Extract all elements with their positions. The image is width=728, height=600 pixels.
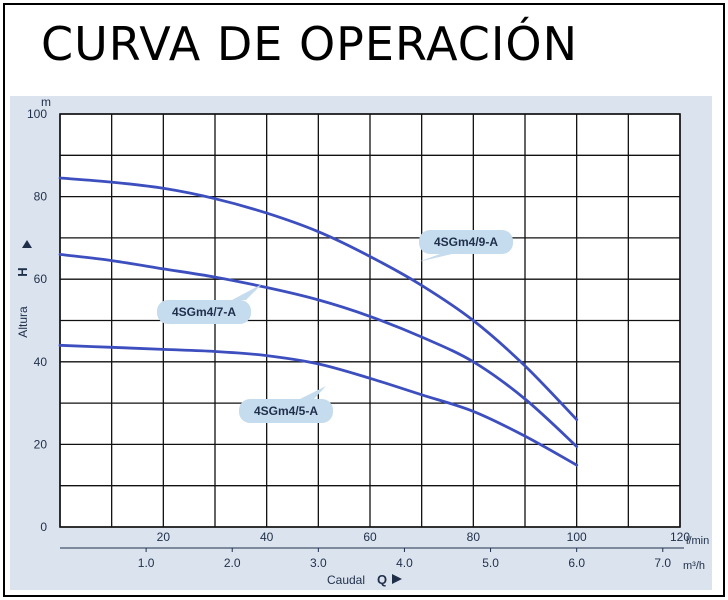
series-line bbox=[58, 253, 579, 448]
series-callout-pointer bbox=[300, 386, 326, 399]
series-label: 4SGm4/7-A bbox=[172, 305, 236, 319]
x-tick-label: 20 bbox=[157, 530, 171, 544]
x-axis-symbol: Q bbox=[377, 572, 387, 587]
series-callout-pointer bbox=[418, 254, 452, 262]
y-unit-label: m bbox=[41, 95, 51, 109]
x-tick-label: 60 bbox=[363, 530, 377, 544]
y-tick-label: 80 bbox=[34, 190, 48, 204]
y-axis-symbol: H bbox=[15, 267, 30, 276]
series-callout bbox=[157, 300, 251, 324]
x-unit-secondary: m³/h bbox=[683, 560, 705, 572]
x-secondary-tick-label: 5.0 bbox=[482, 556, 499, 570]
y-axis-title: Altura bbox=[16, 306, 30, 338]
series-label: 4SGm4/5-A bbox=[254, 404, 318, 418]
page-title: CURVA DE OPERACIÓN bbox=[41, 17, 579, 71]
x-secondary-tick-label: 7.0 bbox=[654, 556, 671, 570]
x-tick-label: 40 bbox=[260, 530, 274, 544]
series-label: 4SGm4/9-A bbox=[434, 235, 498, 249]
x-tick-label: 80 bbox=[467, 530, 481, 544]
x-tick-label: 120 bbox=[670, 530, 690, 544]
x-axis-title: Caudal bbox=[327, 573, 365, 587]
y-tick-label: 60 bbox=[34, 272, 48, 286]
y-tick-label: 100 bbox=[27, 107, 47, 121]
x-unit-primary: l/min bbox=[686, 535, 709, 547]
y-axis-arrow-icon bbox=[22, 240, 32, 248]
series-callout bbox=[239, 399, 333, 423]
plot-border bbox=[59, 113, 681, 528]
series-callout-pointer bbox=[232, 284, 262, 300]
series-callout bbox=[419, 230, 513, 254]
x-secondary-tick-label: 4.0 bbox=[396, 556, 413, 570]
y-tick-label: 20 bbox=[34, 437, 48, 451]
series-line bbox=[58, 343, 579, 467]
x-secondary-tick-label: 2.0 bbox=[224, 556, 241, 570]
x-secondary-tick-label: 3.0 bbox=[310, 556, 327, 570]
series-line bbox=[58, 176, 579, 421]
x-axis-arrow-icon bbox=[392, 574, 402, 584]
x-secondary-tick-label: 1.0 bbox=[138, 556, 155, 570]
y-tick-label: 0 bbox=[40, 520, 47, 534]
x-tick-label: 100 bbox=[567, 530, 587, 544]
y-tick-label: 40 bbox=[34, 355, 48, 369]
x-secondary-tick-label: 6.0 bbox=[568, 556, 585, 570]
